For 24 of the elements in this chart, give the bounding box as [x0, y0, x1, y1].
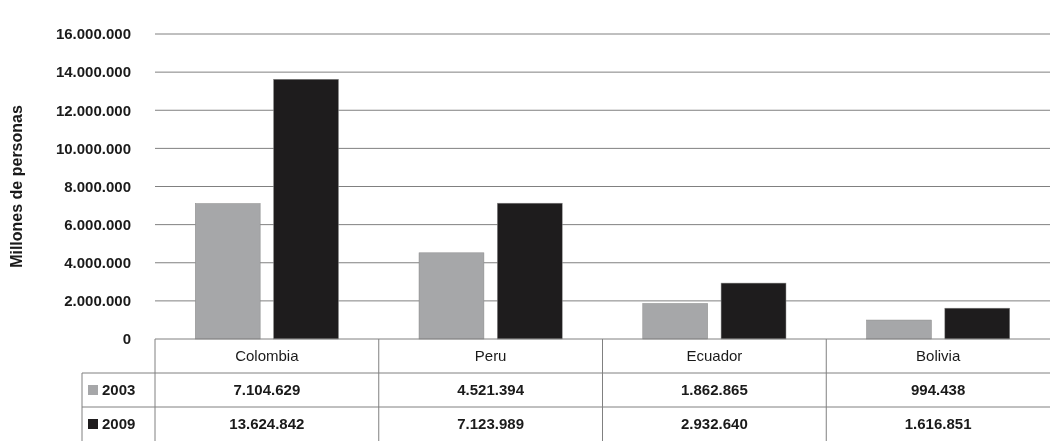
y-tick-label: 12.000.000	[55, 101, 131, 119]
y-tick-label: 6.000.000	[64, 215, 131, 233]
data-label: 13.624.842	[229, 415, 305, 433]
data-label: 7.123.989	[457, 415, 524, 433]
y-tick-label: 0	[122, 330, 131, 348]
legend-label: 2003	[102, 381, 136, 399]
data-label: 1.616.851	[904, 415, 972, 433]
y-tick-label: 16.000.000	[55, 25, 131, 43]
y-tick-label: 10.000.000	[55, 139, 131, 157]
data-label: 4.521.394	[457, 381, 525, 399]
data-label: 994.438	[911, 381, 966, 399]
data-label: 7.104.629	[233, 381, 301, 399]
x-tick-label: Ecuador	[686, 347, 743, 365]
legend-label: 2009	[102, 415, 136, 433]
y-tick-label: 8.000.000	[64, 177, 131, 195]
y-tick-label: 14.000.000	[55, 63, 131, 81]
x-tick-label: Colombia	[235, 347, 300, 365]
x-tick-label: Peru	[474, 347, 507, 365]
data-label: 2.932.640	[681, 415, 748, 433]
y-axis-title: Millones de personas	[8, 105, 25, 268]
y-tick-label: 4.000.000	[64, 254, 131, 271]
y-tick-label: 2.000.000	[64, 292, 131, 310]
x-tick-label: Bolivia	[916, 347, 961, 365]
data-label: 1.862.865	[681, 381, 748, 399]
